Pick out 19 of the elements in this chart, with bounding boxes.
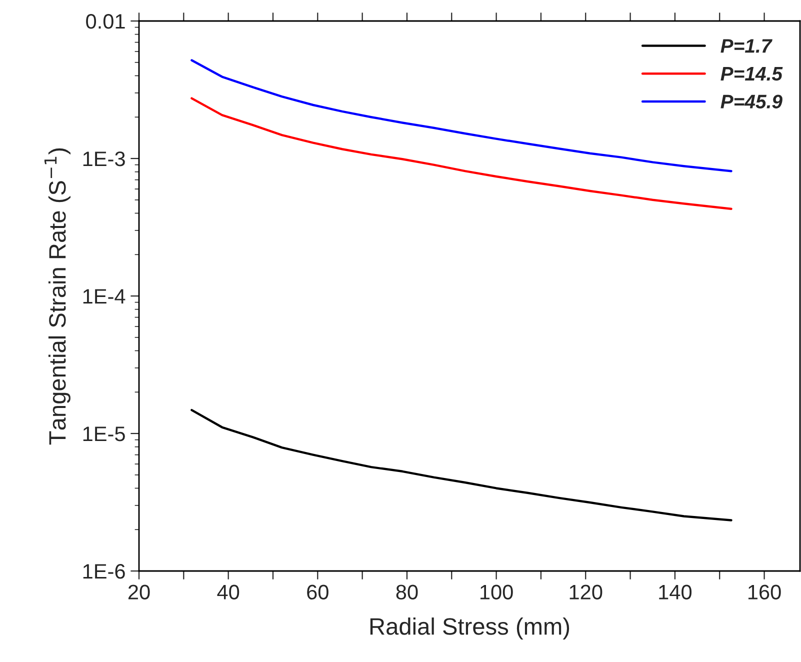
x-tick-label: 140	[659, 584, 692, 600]
legend-label: P=1.7	[720, 39, 772, 53]
x-tick-label: 20	[128, 584, 150, 600]
y-tick-label: 1E-5	[83, 426, 125, 442]
y-tick-label: 1E-6	[83, 564, 125, 579]
y-tick-label: 1E-3	[83, 152, 125, 166]
x-tick-label: 100	[480, 584, 513, 600]
x-tick-label: 60	[307, 584, 328, 600]
x-tick-label: 120	[570, 584, 602, 600]
x-tick-label: 160	[748, 584, 781, 600]
x-axis-title: Radial Stress (mm)	[370, 618, 570, 640]
x-tick-label: 80	[396, 584, 418, 600]
y-tick-label: 1E-4	[83, 289, 126, 304]
x-tick-label: 40	[217, 584, 240, 600]
line-series	[190, 408, 732, 522]
y-tick-label: 0.01	[86, 14, 125, 29]
legend-label: P=45.9	[720, 94, 782, 108]
y-axis-title: Tangential Strain Rate (S$^{−1}$)	[44, 148, 70, 445]
legend-label: P=14.5	[720, 67, 783, 81]
